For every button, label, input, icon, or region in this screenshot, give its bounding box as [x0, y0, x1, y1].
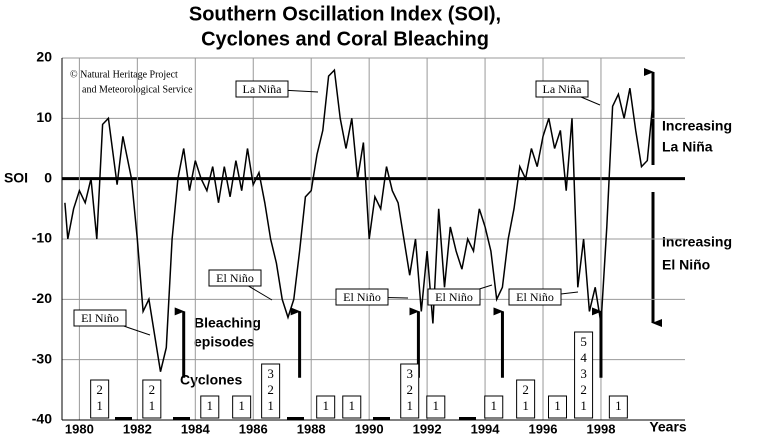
y-axis-label: SOI — [4, 170, 28, 186]
callout-box — [335, 288, 389, 306]
x-tick-label: 1982 — [123, 421, 152, 436]
cyclone-box — [516, 379, 536, 419]
cyclone-count: 3 — [267, 366, 274, 381]
x-tick-label: 1980 — [65, 421, 94, 436]
cyclone-count: 5 — [580, 334, 587, 349]
x-tick-label: 1990 — [355, 421, 384, 436]
cyclone-count: 1 — [406, 398, 413, 413]
y-tick-label: -30 — [32, 350, 52, 366]
callout-box — [427, 288, 481, 306]
cyclone-box — [426, 395, 446, 419]
x-tick-label: 1988 — [297, 421, 326, 436]
cyclone-box — [316, 395, 336, 419]
y-tick-label: -40 — [32, 411, 52, 427]
bottom-dashes — [115, 417, 476, 420]
cyclone-count: 2 — [96, 382, 103, 397]
cyclone-box — [548, 395, 568, 419]
callout-label: El Niño — [435, 290, 473, 304]
cyclone-box — [342, 395, 362, 419]
cyclone-count: 1 — [580, 398, 587, 413]
cyclone-count: 2 — [522, 382, 529, 397]
cyclone-count: 3 — [406, 366, 413, 381]
callout-label: La Niña — [543, 82, 583, 96]
callout-box — [73, 309, 127, 327]
side-label: La Niña — [662, 139, 713, 155]
x-tick-label: 1986 — [239, 421, 268, 436]
cyclone-count: 4 — [580, 350, 587, 365]
cyclones-label: Cyclones — [180, 372, 242, 388]
soi-line — [64, 68, 654, 372]
cyclone-count: 2 — [406, 382, 413, 397]
cyclone-box — [608, 395, 628, 419]
y-tick-label: 10 — [36, 109, 52, 125]
x-tick-label: 1992 — [413, 421, 442, 436]
cyclone-count: 1 — [238, 398, 245, 413]
callout-label: El Niño — [516, 290, 554, 304]
copyright: © Natural Heritage Project — [70, 69, 178, 80]
cyclone-box — [90, 379, 110, 419]
callout-label: El Niño — [216, 271, 254, 285]
chart-title: Southern Oscillation Index (SOI), — [189, 3, 501, 25]
side-label: El Niño — [662, 257, 710, 273]
cyclone-count: 1 — [267, 398, 274, 413]
callout-label: La Niña — [243, 82, 283, 96]
callout-label: El Niño — [81, 311, 119, 325]
bleaching-label: Bleaching — [194, 315, 261, 331]
cyclone-box — [200, 395, 220, 419]
cyclone-box — [261, 363, 281, 419]
cyclone-box — [574, 331, 594, 419]
cyclone-count: 2 — [580, 382, 587, 397]
cyclone-count: 1 — [322, 398, 329, 413]
cyclone-count: 1 — [433, 398, 440, 413]
x-tick-label: 1996 — [529, 421, 558, 436]
cyclone-box — [400, 363, 420, 419]
x-tick-label: 1994 — [471, 421, 501, 436]
cyclone-count: 1 — [349, 398, 356, 413]
y-tick-label: -10 — [32, 230, 52, 246]
x-tick-label: 1998 — [587, 421, 616, 436]
callout-label: El Niño — [343, 290, 381, 304]
callout-box — [235, 80, 289, 98]
cyclone-box — [232, 395, 252, 419]
cyclone-count: 1 — [615, 398, 622, 413]
side-label: Increasing — [662, 234, 732, 250]
cyclone-count: 2 — [267, 382, 274, 397]
cyclone-box — [484, 395, 504, 419]
callout-box — [208, 269, 262, 287]
side-label: Increasing — [662, 118, 732, 134]
bleaching-label: episodes — [194, 334, 255, 350]
cyclone-count: 2 — [149, 382, 156, 397]
callout-box — [508, 288, 562, 306]
callout-box — [535, 80, 589, 98]
cyclone-count: 3 — [580, 366, 587, 381]
y-tick-label: 20 — [36, 49, 52, 65]
x-tick-label: 1984 — [181, 421, 211, 436]
cyclone-count: 1 — [149, 398, 156, 413]
chart-subtitle: Cyclones and Coral Bleaching — [201, 28, 489, 50]
y-tick-label: 0 — [44, 169, 52, 185]
cyclone-count: 1 — [207, 398, 214, 413]
cyclone-count: 1 — [554, 398, 561, 413]
x-axis-label: Years — [649, 419, 687, 435]
cyclone-box — [142, 379, 162, 419]
cyclone-count: 1 — [96, 398, 103, 413]
y-tick-label: -20 — [32, 290, 52, 306]
cyclone-count: 1 — [491, 398, 498, 413]
cyclone-count: 1 — [522, 398, 529, 413]
